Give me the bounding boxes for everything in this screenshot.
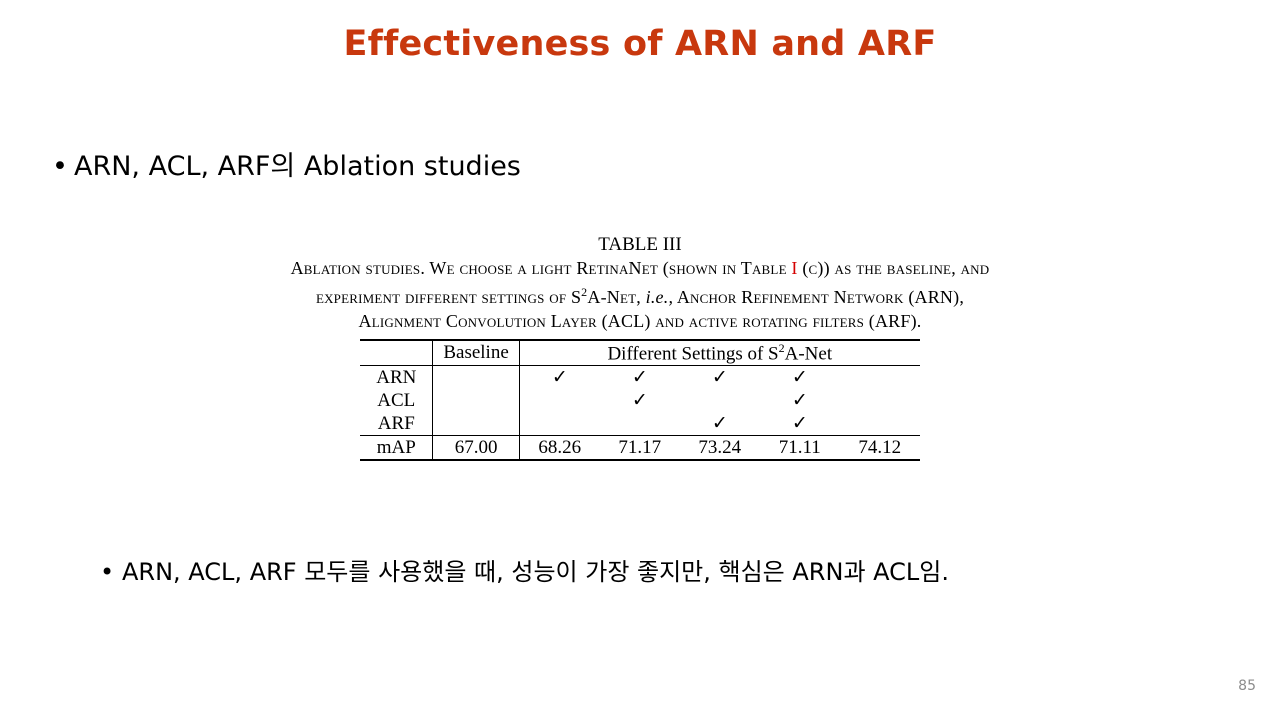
slide-title: Effectiveness of ARN and ARF [343,24,937,64]
map-value: 73.24 [679,435,760,462]
table-row-arf: ARF ✓ ✓ [360,412,920,436]
header-empty [360,339,434,367]
check-mark-icon: ✓ [791,390,808,412]
row-label-map: mAP [360,435,434,462]
table-header-row: Baseline Different Settings of S2A-Net [360,339,920,367]
empty-cell [680,389,760,412]
bullet-dot: • [100,558,115,586]
bullet-text: ARN, ACL, ARF의 Ablation studies [74,151,521,182]
bullet-dot: • [52,151,68,182]
map-value: 71.11 [759,435,840,462]
check-mark-icon: ✓ [711,367,728,389]
check-mark-icon: ✓ [791,367,808,389]
row-label: ARF [360,412,434,436]
table-label: TABLE III [598,234,682,255]
check-mark-icon: ✓ [711,413,728,435]
empty-cell [432,389,520,413]
table-row-arn: ARN ✓ ✓ ✓ ✓ [360,365,920,390]
check-mark-icon: ✓ [631,367,648,389]
empty-cell [600,412,680,436]
bullet-text: ARN, ACL, ARF 모두를 사용했을 때, 성능이 가장 좋지만, 핵심… [122,558,949,586]
table-caption: Ablation studies. We choose a light Reti… [290,258,990,331]
check-mark-icon: ✓ [551,367,568,389]
header-settings: Different Settings of S2A-Net [519,339,920,367]
bullet-conclusion: • ARN, ACL, ARF 모두를 사용했을 때, 성능이 가장 좋지만, 핵… [100,552,949,587]
page-number: 85 [1238,678,1256,694]
empty-cell [432,412,520,436]
table-reference: I [791,258,798,278]
empty-cell [519,412,600,436]
bullet-ablation-studies: • ARN, ACL, ARF의 Ablation studies [52,144,521,183]
table-row-map: mAP 67.00 68.26 71.17 73.24 71.11 74.12 [360,435,920,462]
map-baseline-value: 67.00 [432,435,520,462]
ablation-table: Baseline Different Settings of S2A-Net A… [360,339,920,462]
map-value: 74.12 [839,435,920,462]
check-rows: ARN ✓ ✓ ✓ ✓ ACL ✓ ✓ ARF ✓ ✓ [360,365,920,436]
map-value: 71.17 [599,435,680,462]
map-value: 68.26 [519,435,600,462]
row-label: ARN [360,365,434,390]
empty-cell [519,389,600,412]
check-mark-icon: ✓ [791,413,808,435]
empty-cell [432,365,520,390]
header-baseline: Baseline [432,339,520,367]
check-mark-icon: ✓ [631,390,648,412]
table-figure: TABLE III Ablation studies. We choose a … [290,234,990,462]
row-label: ACL [360,389,434,413]
table-row-acl: ACL ✓ ✓ [360,389,920,413]
